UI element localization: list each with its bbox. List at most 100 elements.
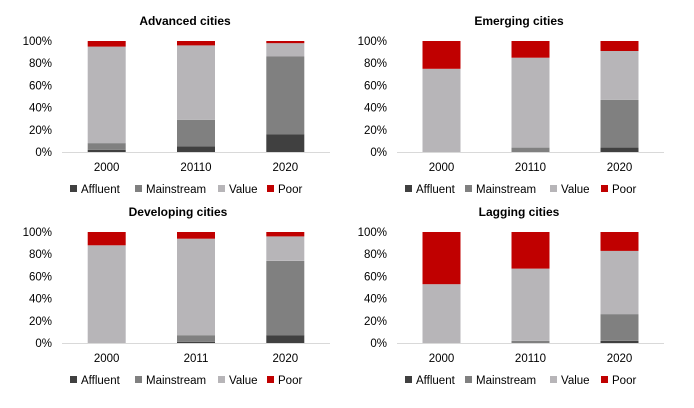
- bar-segment-poor: [177, 41, 215, 46]
- legend-label-poor: Poor: [278, 375, 302, 387]
- chart-panel-4: Lagging cities 0% 20% 40% 60% 80% 100% 2000 2011…: [358, 205, 664, 387]
- legend-swatch-affluent: [70, 376, 77, 383]
- bar-segment-affluent: [177, 146, 215, 152]
- bar-segment-mainstream: [177, 335, 215, 342]
- x-tick-label: 20110: [180, 162, 211, 174]
- legend-swatch-affluent: [70, 185, 77, 192]
- y-tick-label: 40%: [364, 294, 387, 306]
- y-tick-label: 60%: [29, 271, 52, 283]
- bar-segment-mainstream: [87, 143, 126, 150]
- legend-label-poor: Poor: [612, 375, 636, 387]
- bar-segment-affluent: [87, 149, 126, 152]
- bar-segment-value: [422, 284, 461, 343]
- legend-swatch-mainstream: [465, 185, 472, 192]
- x-tick-label: 20110: [515, 162, 546, 174]
- x-tick-label: 2011: [184, 353, 209, 365]
- legend-swatch-mainstream: [135, 376, 142, 383]
- legend-swatch-mainstream: [465, 376, 472, 383]
- legend: Affluent Mainstream Value Poor: [405, 184, 636, 196]
- bar-segment-value: [177, 45, 215, 120]
- chart-panel-3: Developing cities 0% 20% 40% 60% 80% 100% 2000 2…: [23, 205, 330, 387]
- bar-segment-value: [511, 57, 550, 148]
- chart-title: Advanced cities: [139, 14, 231, 28]
- legend-label-mainstream: Mainstream: [476, 184, 536, 196]
- chart-panel-1: Advanced cities 0% 20% 40% 60% 80% 100% 2000 201…: [23, 14, 330, 196]
- y-tick-label: 0%: [370, 338, 387, 350]
- legend-label-affluent: Affluent: [416, 375, 456, 387]
- bar-segment-mainstream: [266, 260, 305, 336]
- y-tick-label: 100%: [23, 36, 52, 48]
- legend-swatch-affluent: [405, 185, 412, 192]
- y-tick-label: 20%: [364, 125, 387, 137]
- legend-swatch-poor: [601, 376, 608, 383]
- bar-segment-poor: [87, 41, 126, 47]
- y-tick-label: 40%: [364, 103, 387, 115]
- bar-segment-affluent: [266, 134, 305, 152]
- y-tick-label: 100%: [358, 227, 387, 239]
- x-tick-label: 2020: [273, 353, 299, 365]
- legend: Affluent Mainstream Value Poor: [70, 184, 302, 196]
- y-tick-label: 40%: [29, 294, 52, 306]
- y-tick-label: 0%: [35, 338, 52, 350]
- legend-swatch-value: [218, 376, 225, 383]
- y-tick-label: 80%: [364, 249, 387, 261]
- y-tick-label: 60%: [29, 80, 52, 92]
- bar-segment-mainstream: [266, 56, 305, 135]
- bar-segment-value: [87, 46, 126, 144]
- y-tick-label: 100%: [23, 227, 52, 239]
- x-tick-label: 2020: [607, 162, 633, 174]
- legend: Affluent Mainstream Value Poor: [70, 375, 302, 387]
- bar-segment-value: [266, 43, 305, 57]
- x-tick-label: 2020: [607, 353, 633, 365]
- legend: Affluent Mainstream Value Poor: [405, 375, 636, 387]
- legend-label-value: Value: [229, 375, 258, 387]
- y-tick-label: 0%: [370, 147, 387, 159]
- legend-label-value: Value: [229, 184, 258, 196]
- y-tick-label: 100%: [358, 36, 387, 48]
- legend-label-mainstream: Mainstream: [476, 375, 536, 387]
- y-tick-label: 20%: [29, 125, 52, 137]
- y-tick-label: 20%: [364, 316, 387, 328]
- bar-segment-poor: [177, 232, 215, 239]
- bar-segment-mainstream: [511, 147, 550, 152]
- bar-segment-affluent: [600, 147, 639, 152]
- y-tick-label: 80%: [364, 58, 387, 70]
- legend-label-affluent: Affluent: [81, 375, 121, 387]
- bar-segment-value: [177, 238, 215, 336]
- chart-title: Lagging cities: [479, 205, 560, 219]
- x-tick-label: 2000: [429, 162, 455, 174]
- bar-segment-value: [422, 68, 461, 153]
- legend-label-affluent: Affluent: [416, 184, 456, 196]
- bar-segment-mainstream: [511, 340, 550, 343]
- legend-swatch-value: [550, 376, 557, 383]
- legend-label-mainstream: Mainstream: [146, 184, 206, 196]
- bar-segment-poor: [600, 41, 639, 51]
- legend-swatch-value: [550, 185, 557, 192]
- bar-segment-poor: [511, 232, 550, 269]
- legend-swatch-mainstream: [135, 185, 142, 192]
- legend-label-value: Value: [561, 184, 590, 196]
- x-tick-label: 2020: [273, 162, 299, 174]
- bar-segment-affluent: [266, 335, 305, 343]
- legend-swatch-poor: [267, 185, 274, 192]
- bar-segment-affluent: [177, 341, 215, 343]
- y-tick-label: 20%: [29, 316, 52, 328]
- x-tick-label: 2000: [429, 353, 455, 365]
- legend-label-poor: Poor: [612, 184, 636, 196]
- bar-segment-mainstream: [177, 119, 215, 147]
- legend-swatch-value: [218, 185, 225, 192]
- bar-segment-poor: [422, 232, 461, 285]
- bar-segment-value: [511, 268, 550, 341]
- y-tick-label: 80%: [29, 249, 52, 261]
- legend-label-value: Value: [561, 375, 590, 387]
- bar-segment-poor: [422, 41, 461, 69]
- bar-segment-value: [600, 51, 639, 100]
- y-tick-label: 60%: [364, 271, 387, 283]
- bar-segment-poor: [600, 232, 639, 251]
- bar-segment-mainstream: [600, 314, 639, 341]
- y-tick-label: 0%: [35, 147, 52, 159]
- bar-segment-value: [266, 236, 305, 261]
- bar-segment-affluent: [600, 340, 639, 343]
